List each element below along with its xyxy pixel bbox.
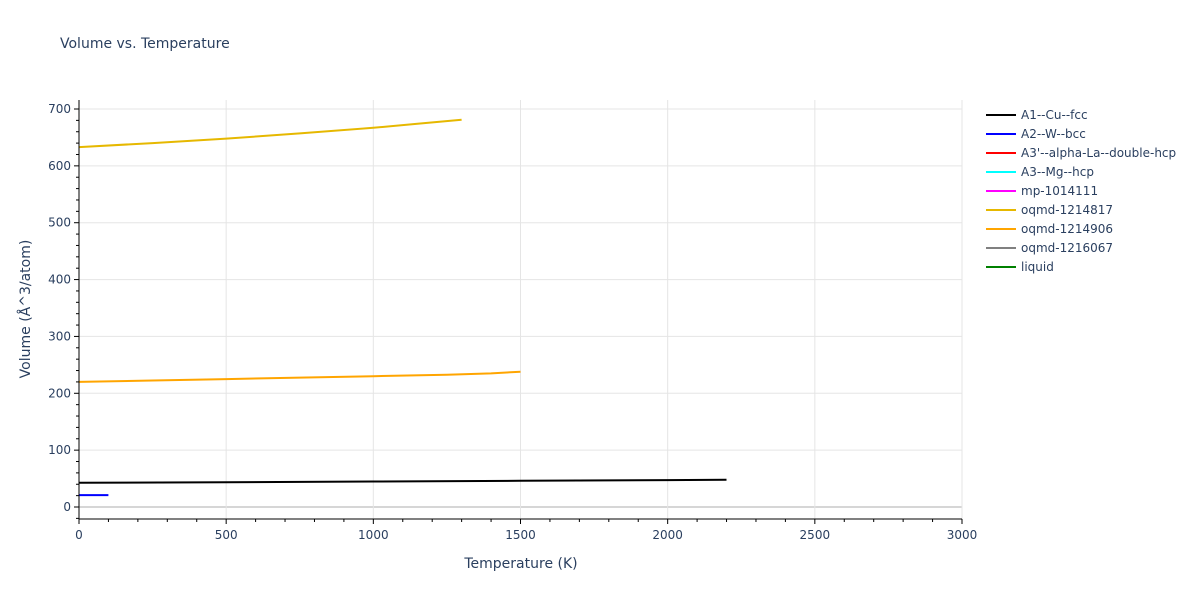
- y-axis-title: Volume (Å^3/atom): [17, 240, 34, 379]
- x-tick-label: 500: [215, 528, 238, 542]
- legend-line-icon: [986, 132, 1016, 135]
- legend-line-icon: [986, 189, 1016, 192]
- legend-item[interactable]: oqmd-1214817: [986, 200, 1176, 219]
- legend-line-icon: [986, 113, 1016, 116]
- legend-label: oqmd-1214817: [1021, 202, 1114, 217]
- x-tick-label: 1000: [358, 528, 389, 542]
- series-line: [78, 478, 727, 484]
- axes: 0 100 200 300 400 500 600 700 0 500 1000 1500 2000 25…: [48, 100, 977, 542]
- legend-label: liquid: [1021, 259, 1054, 274]
- legend-item[interactable]: oqmd-1214906: [986, 219, 1176, 238]
- x-tick-label: 1500: [505, 528, 536, 542]
- x-tick-label: 2000: [652, 528, 683, 542]
- legend-label: oqmd-1214906: [1021, 221, 1114, 236]
- legend-line-icon: [986, 208, 1016, 211]
- data-series: [78, 118, 727, 497]
- y-tick-label: 200: [48, 386, 71, 400]
- legend-label: A2--W--bcc: [1021, 126, 1086, 141]
- legend-label: A3--Mg--hcp: [1021, 164, 1094, 179]
- grid-lines: [79, 100, 963, 519]
- legend-line-icon: [986, 151, 1016, 154]
- x-tick-label: 0: [75, 528, 83, 542]
- legend-label: A3'--alpha-La--double-hcp: [1021, 145, 1177, 160]
- legend-item[interactable]: A1--Cu--fcc: [986, 105, 1176, 124]
- legend-item[interactable]: oqmd-1216067: [986, 238, 1176, 257]
- legend-line-icon: [986, 246, 1016, 249]
- y-tick-label: 0: [63, 500, 71, 514]
- y-tick-label: 400: [48, 273, 71, 287]
- y-tick-label: 300: [48, 329, 71, 343]
- x-axis-title: Temperature (K): [463, 556, 577, 572]
- legend-item[interactable]: A3'--alpha-La--double-hcp: [986, 143, 1176, 162]
- y-tick-label: 700: [48, 102, 71, 116]
- y-tick-label: 100: [48, 443, 71, 457]
- y-tick-label: 500: [48, 216, 71, 230]
- legend-line-icon: [986, 265, 1016, 268]
- chart-title: Volume vs. Temperature: [60, 36, 230, 52]
- legend-line-icon: [986, 227, 1016, 230]
- legend-label: A1--Cu--fcc: [1021, 107, 1088, 122]
- y-tick-label: 600: [48, 159, 71, 173]
- series-line: [78, 118, 462, 149]
- legend: A1--Cu--fcc A2--W--bcc A3'--alpha-La--doub…: [986, 105, 1176, 276]
- legend-item[interactable]: liquid: [986, 257, 1176, 276]
- legend-label: mp-1014111: [1021, 183, 1099, 198]
- legend-item[interactable]: A3--Mg--hcp: [986, 162, 1176, 181]
- legend-item[interactable]: A2--W--bcc: [986, 124, 1176, 143]
- legend-item[interactable]: mp-1014111: [986, 181, 1176, 200]
- series-line: [78, 370, 521, 383]
- x-tick-label: 2500: [800, 528, 831, 542]
- x-tick-label: 3000: [947, 528, 978, 542]
- legend-line-icon: [986, 170, 1016, 173]
- legend-label: oqmd-1216067: [1021, 240, 1114, 255]
